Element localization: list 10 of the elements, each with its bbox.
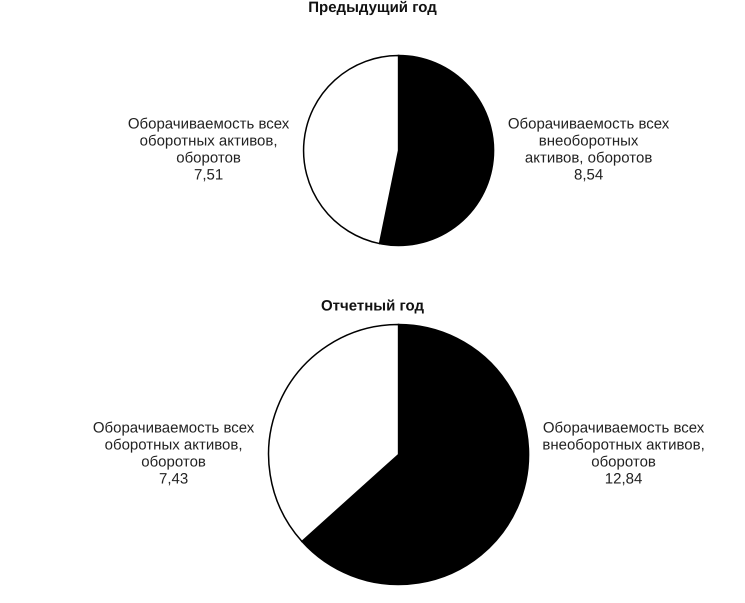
data-label: 12,84 — [604, 470, 642, 488]
slice-label: Оборачиваемость всех оборотных активов, оборотов — [92, 420, 255, 470]
chart-title: Отчетный год — [320, 298, 424, 314]
slice-label: Оборачиваемость всех оборотных активов, оборотов — [128, 116, 290, 166]
data-label: 8,54 — [574, 166, 604, 184]
slice-label: Оборачиваемость всех внеоборотных активов, оборотов — [508, 116, 670, 166]
data-label: 7,51 — [194, 166, 224, 184]
slice-label: Оборачиваемость всех внеоборотных активов, оборотов — [542, 420, 705, 470]
data-label: 7,43 — [158, 470, 188, 488]
chart-title: Предыдущий год — [308, 0, 438, 16]
